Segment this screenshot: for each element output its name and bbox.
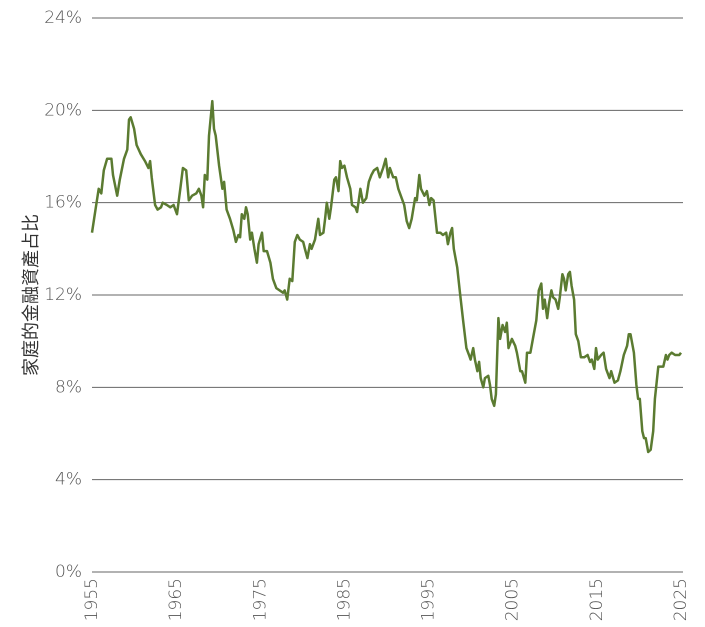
y-tick-label: 8%: [55, 377, 82, 397]
data-line: [90, 99, 683, 454]
y-tick-label: 4%: [55, 470, 82, 490]
x-tick-label: 2005: [503, 578, 523, 621]
y-tick-label: 24%: [44, 8, 82, 28]
y-tick-label: 16%: [44, 193, 82, 213]
y-tick-label: 0%: [55, 562, 82, 582]
x-tick-label: 1975: [250, 578, 270, 621]
x-tick-label: 2025: [671, 578, 691, 621]
x-tick-label: 1965: [166, 578, 186, 621]
x-tick-label: 1985: [334, 578, 354, 621]
y-tick-label: 20%: [44, 100, 82, 120]
y-tick-label: 12%: [44, 285, 82, 305]
x-tick-label: 1995: [419, 578, 439, 621]
x-tick-label: 2015: [587, 578, 607, 621]
y-axis-title: 家庭的金融資產占比: [21, 214, 42, 376]
x-tick-label: 1955: [82, 578, 102, 621]
